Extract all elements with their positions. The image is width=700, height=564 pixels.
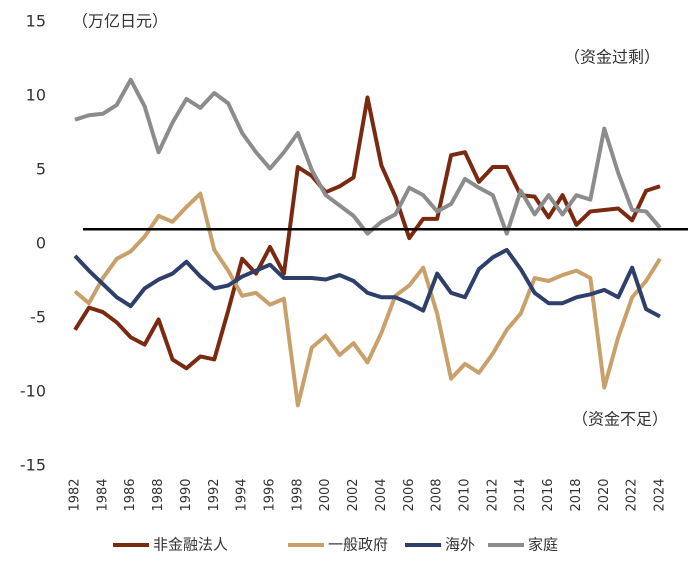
y-tick-label: 15 (26, 12, 46, 31)
series-line (74, 77, 662, 236)
x-tick-label: 1990 (179, 478, 194, 511)
x-tick-label: 1998 (290, 478, 305, 511)
y-tick-label: 0 (36, 234, 46, 253)
x-tick-label: 1984 (95, 478, 110, 511)
x-tick-label: 2016 (541, 478, 556, 511)
legend-label: 海外 (445, 536, 475, 554)
legend-label: 家庭 (528, 536, 558, 554)
x-tick-label: 2008 (430, 478, 445, 511)
x-tick-label: 2002 (346, 478, 361, 511)
x-tick-label: 1986 (123, 478, 138, 511)
x-tick-label: 2020 (597, 478, 612, 511)
y-tick-label: -5 (30, 308, 46, 327)
x-tick-label: 1994 (235, 478, 250, 511)
y-tick-label: 5 (36, 160, 46, 179)
x-tick-label: 1988 (151, 478, 166, 511)
x-tick-label: 2022 (625, 478, 640, 511)
y-tick-label: -10 (20, 382, 46, 401)
x-tick-label: 2000 (318, 478, 333, 511)
series-line (73, 95, 661, 371)
x-tick-label: 2006 (402, 478, 417, 511)
y-tick-label: -15 (20, 456, 46, 475)
legend-label: 一般政府 (328, 536, 388, 554)
annotation: （资金不足） (572, 410, 668, 429)
x-tick-label: 1992 (207, 478, 222, 511)
x-tick-label: 1982 (68, 478, 83, 511)
x-tick-label: 2012 (485, 478, 500, 511)
unit-label: （万亿日元） (72, 12, 168, 31)
x-tick-label: 1996 (263, 478, 278, 511)
x-tick-label: 2024 (653, 478, 668, 511)
series-line (73, 191, 662, 408)
legend-label: 非金融法人 (153, 536, 228, 554)
x-tick-label: 2014 (513, 478, 528, 511)
x-tick-label: 2018 (569, 478, 584, 511)
x-tick-label: 2010 (458, 478, 473, 511)
x-tick-label: 2004 (374, 478, 389, 511)
y-tick-label: 10 (26, 86, 46, 105)
series-line (73, 247, 661, 319)
annotation: （资金过剩） (564, 48, 660, 67)
